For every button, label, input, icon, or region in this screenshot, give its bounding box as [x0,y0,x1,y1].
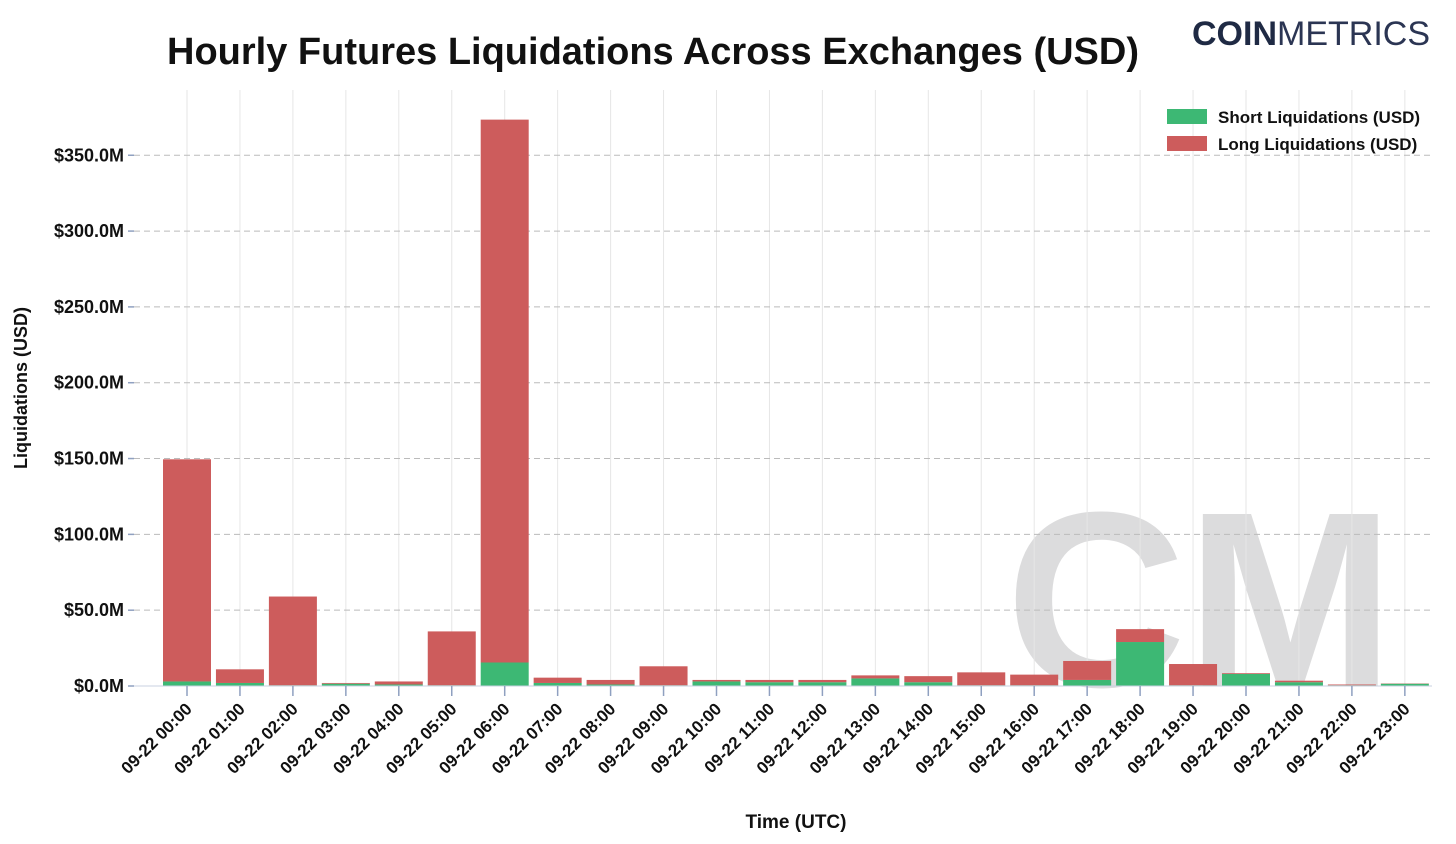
watermark: CM [1006,460,1395,739]
bar-long-liquidations [427,631,476,686]
bar-short-liquidations [163,681,211,686]
y-tick-label: $300.0M [54,221,124,241]
bar-long-liquidations [533,677,582,683]
brand-logo: COINMETRICS [1192,15,1430,53]
legend-item-short-swatch [1167,109,1207,124]
bar-long-liquidations [1010,674,1059,686]
bar-short-liquidations [692,681,741,686]
brand-logo-light: METRICS [1277,15,1430,53]
y-axis-label: Liquidations (USD) [11,307,31,469]
bar-short-liquidations [1116,642,1165,686]
bar-short-liquidations [904,682,953,686]
bar-short-liquidations [321,683,370,686]
bar-short-liquidations [533,682,582,686]
bar-long-liquidations [1063,660,1112,680]
grid [134,90,1432,687]
bar-short-liquidations [1380,683,1429,686]
y-tick-label: $250.0M [54,297,124,317]
watermark-text: CM [1006,460,1395,739]
bar-long-liquidations [957,672,1006,686]
bar-short-liquidations [851,678,900,686]
bar-short-liquidations [480,662,529,686]
bar-long-liquidations [904,676,953,683]
bar-short-liquidations [745,682,794,686]
bar-short-liquidations [1222,673,1270,686]
bar-short-liquidations [586,684,635,686]
bar-long-liquidations [692,679,741,682]
bar-short-liquidations [1063,679,1112,686]
y-axis: $0.0M $50.0M $100.0M $150.0M $200.0M $250.0M $… [54,145,134,696]
bar-long-liquidations [374,681,423,685]
bar-long-liquidations [798,679,847,683]
x-axis-label: Time (UTC) [746,812,847,833]
y-tick-label: $100.0M [54,524,124,544]
bar-short-liquidations [374,684,423,686]
chart-title: Hourly Futures Liquidations Across Excha… [167,31,1139,73]
legend: Short Liquidations (USD) Long Liquidation… [1167,108,1420,154]
bars [163,119,1429,686]
bar-long-liquidations [1327,684,1376,686]
bar-long-liquidations [215,669,264,683]
y-tick-label: $50.0M [64,600,124,620]
bar-long-liquidations [1222,673,1270,674]
legend-item-long-swatch [1167,136,1207,151]
bar-short-liquidations [798,682,847,686]
y-tick-label: $150.0M [54,449,124,469]
bar-long-liquidations [1274,680,1323,683]
legend-item-short-label: Short Liquidations (USD) [1218,108,1420,127]
bar-long-liquidations [586,679,635,685]
y-tick-label: $0.0M [74,676,124,696]
bar-long-liquidations [851,675,900,679]
bar-long-liquidations [745,679,794,683]
y-tick-label: $200.0M [54,373,124,393]
bar-long-liquidations [321,682,370,684]
bar-long-liquidations [163,459,211,682]
bar-long-liquidations [480,119,529,663]
legend-item-long-label: Long Liquidations (USD) [1218,135,1417,154]
bar-short-liquidations [1274,682,1323,686]
bar-long-liquidations [1116,629,1165,643]
brand-logo-bold: COIN [1192,15,1277,53]
bar-long-liquidations [268,596,317,686]
bar-short-liquidations [215,682,264,686]
y-tick-label: $350.0M [54,145,124,165]
bar-long-liquidations [639,666,688,686]
bar-long-liquidations [1169,664,1218,686]
